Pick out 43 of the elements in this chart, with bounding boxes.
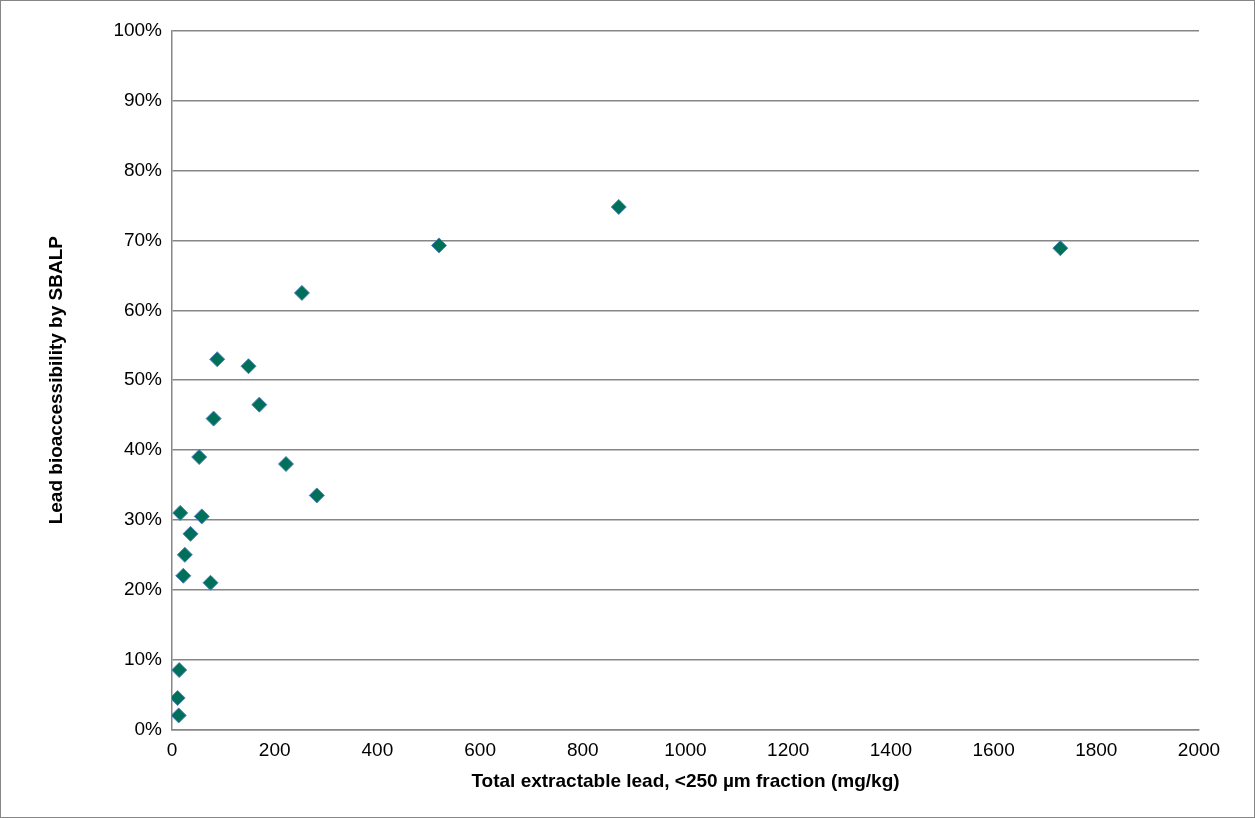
- point: [182, 525, 199, 542]
- x-tick-label: 1400: [869, 739, 913, 761]
- x-tick-label: 800: [566, 739, 599, 761]
- x-tick-label: 2000: [1177, 739, 1221, 761]
- point: [191, 449, 208, 466]
- point: [176, 546, 193, 563]
- y-tick-label: 90%: [123, 89, 163, 111]
- point: [251, 396, 268, 413]
- y-tick-label: 70%: [123, 228, 163, 250]
- x-axis-title: Total extractable lead, <250 µm fraction (mg/kg): [471, 769, 900, 791]
- x-tick-label: 200: [258, 739, 291, 761]
- y-tick-label: 30%: [123, 508, 163, 530]
- x-tick-label: 0: [166, 739, 178, 761]
- x-tick-label: 1200: [767, 739, 810, 761]
- x-tick-label: 1600: [972, 739, 1015, 761]
- point: [202, 574, 219, 591]
- point: [172, 504, 189, 521]
- x-tick-label: 600: [464, 739, 496, 761]
- point: [293, 284, 310, 301]
- y-tick-label: 20%: [123, 577, 163, 599]
- y-tick-label: 50%: [123, 368, 163, 390]
- point: [193, 508, 210, 525]
- point: [308, 487, 325, 504]
- point: [205, 410, 222, 427]
- point: [172, 707, 187, 724]
- y-axis-title: Lead bioaccessibility by SBALP: [44, 235, 66, 525]
- point: [209, 351, 226, 368]
- x-tick-label: 1000: [664, 739, 707, 761]
- point: [431, 237, 448, 254]
- x-tick-label: 1800: [1075, 739, 1118, 761]
- y-tick-label: 60%: [123, 298, 163, 320]
- y-tick-label: 80%: [123, 158, 163, 180]
- x-tick-label: 400: [361, 739, 394, 761]
- point: [278, 456, 294, 473]
- point: [172, 662, 188, 679]
- y-tick-label: 100%: [113, 19, 163, 41]
- y-tick-label: 0%: [134, 717, 163, 739]
- point: [175, 567, 192, 584]
- point: [240, 358, 257, 375]
- point: [1052, 240, 1069, 257]
- y-tick-label: 10%: [123, 647, 163, 669]
- y-tick-label: 40%: [123, 438, 163, 460]
- point: [610, 199, 627, 215]
